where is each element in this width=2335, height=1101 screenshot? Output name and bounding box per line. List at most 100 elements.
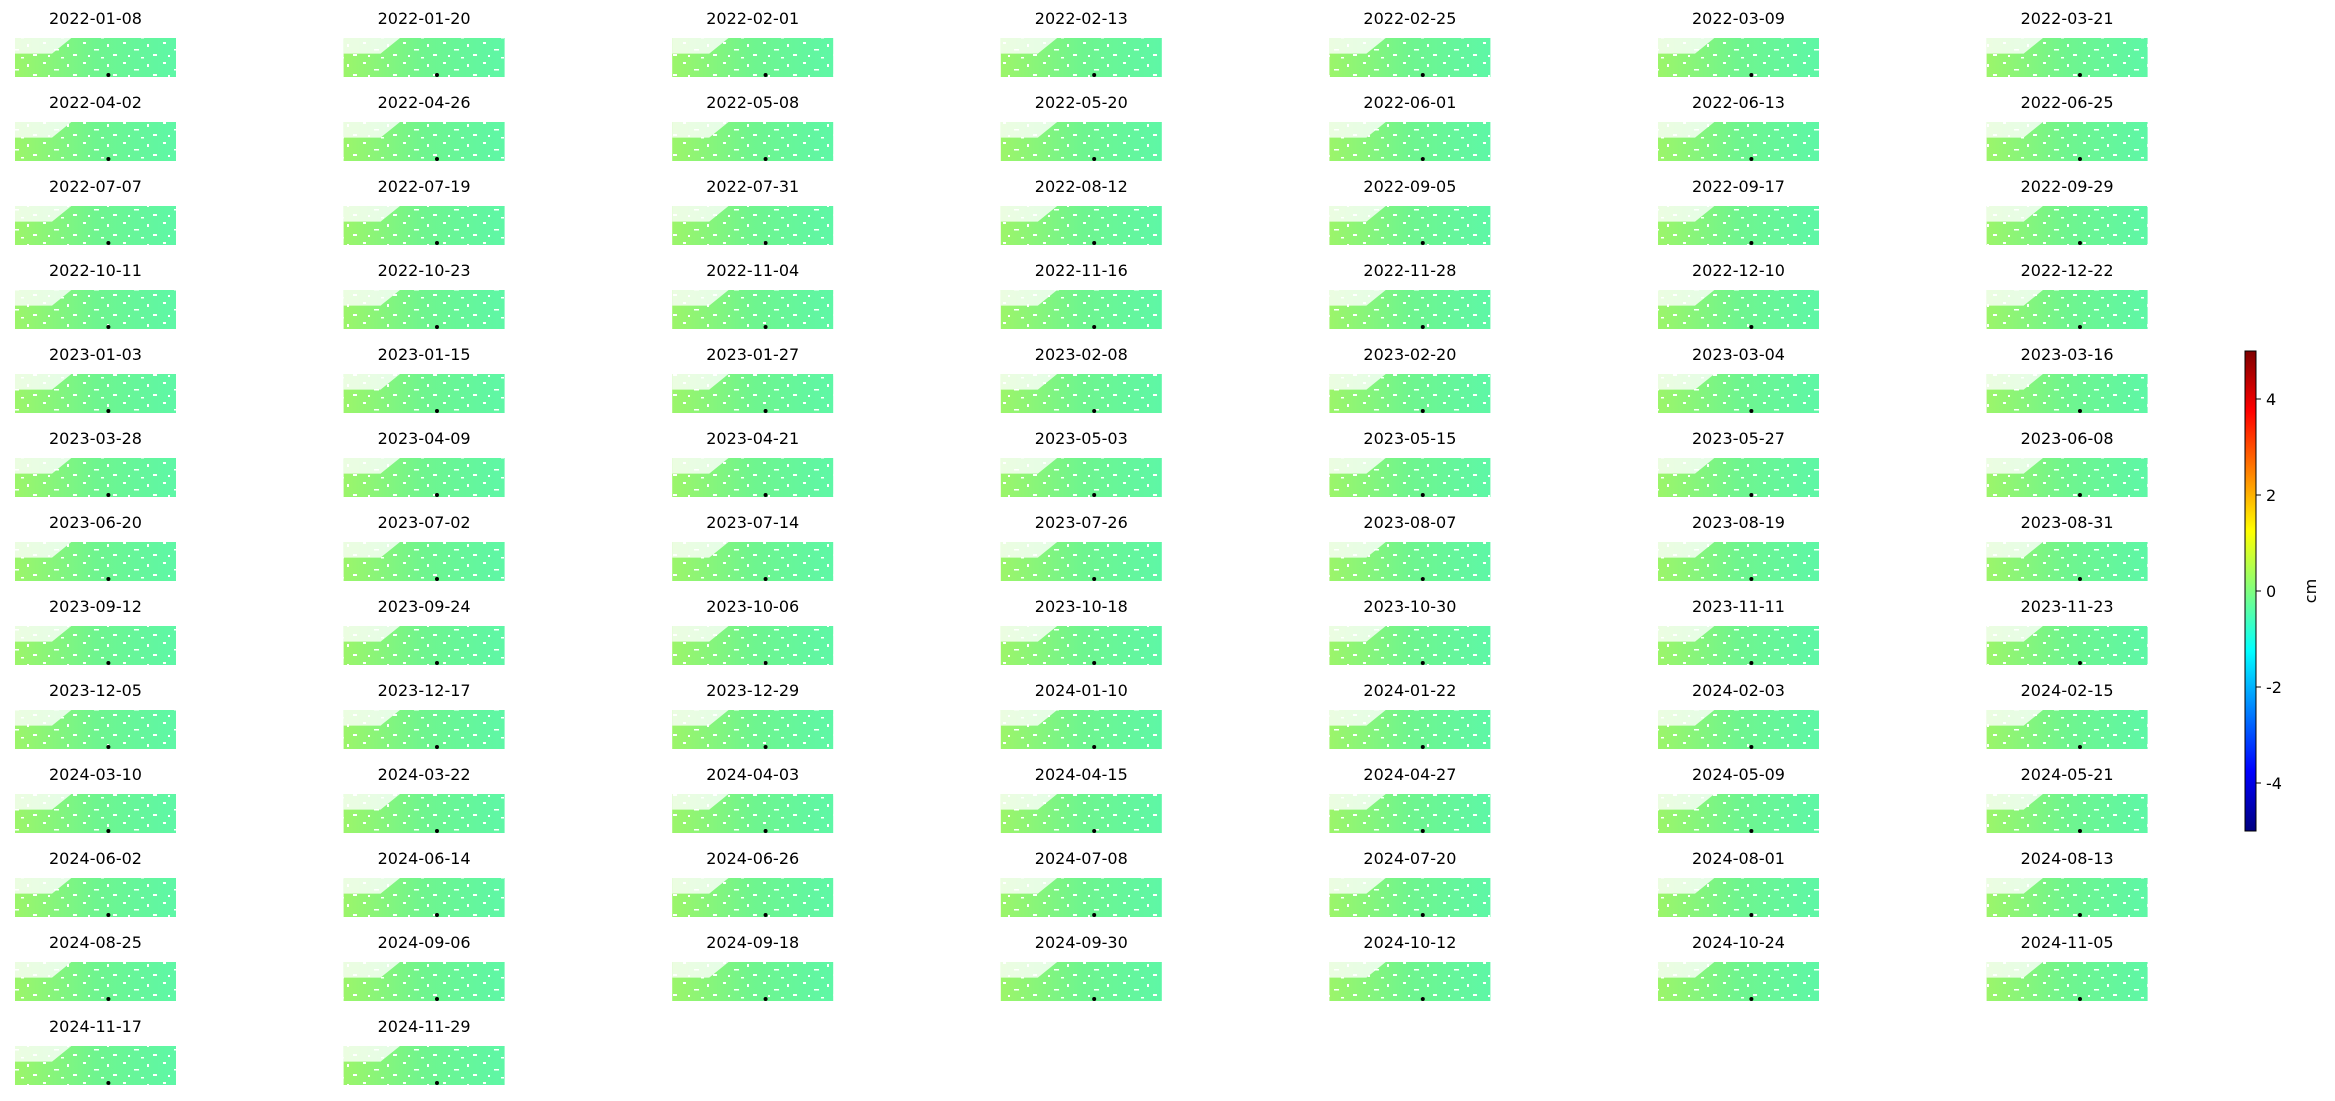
panel-title: 2023-06-20 (49, 513, 142, 532)
map-mask (1986, 122, 2043, 138)
panel-title: 2022-02-25 (1363, 9, 1456, 28)
map-mask (1000, 542, 1058, 558)
map-mask (1329, 878, 1386, 894)
reference-point (1092, 325, 1097, 329)
map-mask (1658, 122, 1715, 138)
reference-point (1420, 661, 1425, 665)
panel-title: 2022-11-16 (1035, 261, 1128, 280)
panel-title: 2022-06-25 (2021, 93, 2114, 112)
reference-point (1420, 325, 1425, 329)
reference-point (1420, 745, 1425, 749)
panel-title: 2023-08-19 (1692, 513, 1785, 532)
panel-title: 2022-01-08 (49, 9, 142, 28)
map-mask (672, 290, 729, 306)
map-mask (672, 206, 729, 222)
panel-title: 2022-10-11 (49, 261, 142, 280)
panel-title: 2023-12-17 (378, 681, 471, 700)
reference-point (2077, 73, 2082, 77)
reference-point (763, 493, 768, 497)
panel-title: 2022-09-05 (1363, 177, 1456, 196)
reference-point (1092, 157, 1097, 161)
reference-point (1092, 241, 1097, 245)
reference-point (434, 73, 439, 77)
reference-point (434, 829, 439, 833)
panel-title: 2024-05-21 (2021, 765, 2114, 784)
map-mask (1329, 542, 1386, 558)
map-mask (15, 710, 72, 726)
reference-point (1092, 493, 1097, 497)
map-mask (15, 122, 72, 138)
panel-title: 2023-10-06 (706, 597, 799, 616)
map-mask (15, 878, 72, 894)
map-mask (1986, 542, 2043, 558)
map-mask (1658, 38, 1715, 54)
reference-point (434, 913, 439, 917)
reference-point (106, 241, 111, 245)
reference-point (2077, 745, 2082, 749)
map-mask (1000, 626, 1058, 642)
map-mask (672, 458, 729, 474)
reference-point (106, 997, 111, 1001)
panel-title: 2023-07-02 (378, 513, 471, 532)
map-mask (1986, 626, 2043, 642)
panel-title: 2022-07-19 (378, 177, 471, 196)
colorbar-tick-label: 4 (2266, 390, 2276, 409)
panel-title: 2023-03-04 (1692, 345, 1785, 364)
colorbar-tick-label: 0 (2266, 582, 2276, 601)
panel-title: 2022-01-20 (378, 9, 471, 28)
reference-point (1420, 493, 1425, 497)
map-mask (343, 374, 400, 390)
map-mask (1658, 290, 1715, 306)
reference-point (2077, 997, 2082, 1001)
panel-title: 2024-09-30 (1035, 933, 1128, 952)
map-mask (1329, 626, 1386, 642)
reference-point (1749, 409, 1754, 413)
panel-title: 2022-02-13 (1035, 9, 1128, 28)
map-mask (15, 458, 72, 474)
map-mask (343, 290, 400, 306)
map-mask (15, 374, 72, 390)
colorbar-tick-label: -2 (2266, 678, 2282, 697)
reference-point (1420, 997, 1425, 1001)
panel-title: 2024-09-18 (706, 933, 799, 952)
reference-point (1749, 73, 1754, 77)
map-mask (672, 374, 729, 390)
reference-point (1749, 661, 1754, 665)
reference-point (1420, 913, 1425, 917)
reference-point (434, 325, 439, 329)
panel-title: 2024-02-15 (2021, 681, 2114, 700)
reference-point (1749, 997, 1754, 1001)
reference-point (763, 745, 768, 749)
reference-point (763, 157, 768, 161)
panel-title: 2023-01-27 (706, 345, 799, 364)
reference-point (763, 661, 768, 665)
panel-title: 2023-03-16 (2021, 345, 2114, 364)
reference-point (1749, 157, 1754, 161)
reference-point (434, 241, 439, 245)
map-mask (1986, 878, 2043, 894)
map-mask (343, 710, 400, 726)
reference-point (1420, 829, 1425, 833)
panel-title: 2023-12-29 (706, 681, 799, 700)
panel-title: 2024-03-22 (378, 765, 471, 784)
reference-point (434, 1081, 439, 1085)
map-mask (1329, 710, 1386, 726)
panel-title: 2022-05-08 (706, 93, 799, 112)
panel-title: 2022-02-01 (706, 9, 799, 28)
map-mask (1000, 206, 1058, 222)
reference-point (763, 241, 768, 245)
panel-title: 2023-04-09 (378, 429, 471, 448)
panel-title: 2023-08-07 (1363, 513, 1456, 532)
map-mask (15, 206, 72, 222)
map-mask (1329, 458, 1386, 474)
reference-point (1749, 325, 1754, 329)
map-mask (1658, 710, 1715, 726)
panel-title: 2023-08-31 (2021, 513, 2114, 532)
panel-title: 2023-11-11 (1692, 597, 1785, 616)
panel-title: 2022-05-20 (1035, 93, 1128, 112)
map-mask (1329, 374, 1386, 390)
map-mask (1986, 794, 2043, 810)
reference-point (434, 493, 439, 497)
reference-point (106, 493, 111, 497)
